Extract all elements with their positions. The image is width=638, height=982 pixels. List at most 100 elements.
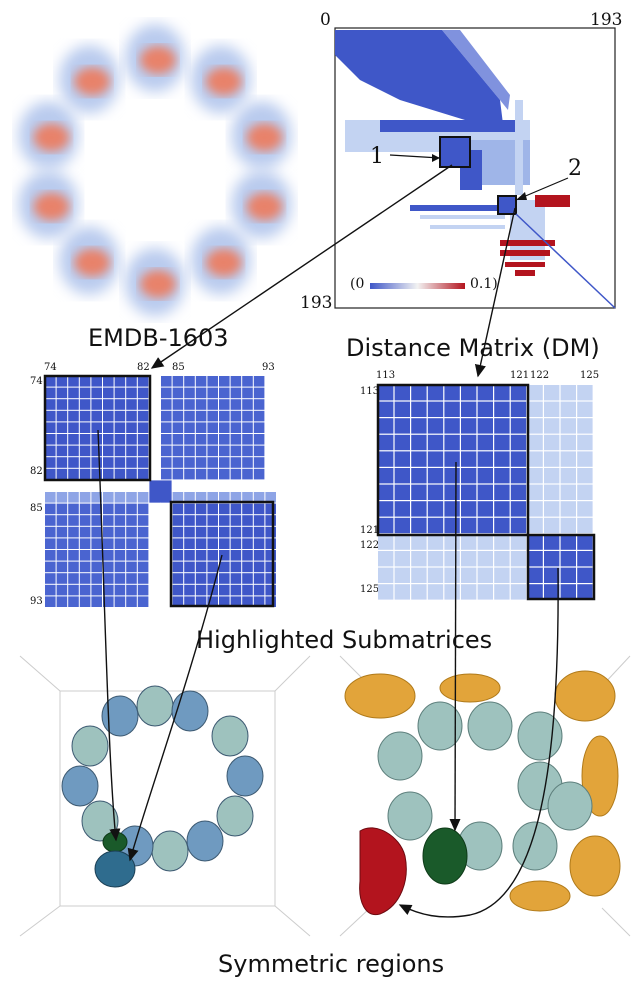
sub-left-cell — [242, 538, 253, 549]
sub-right-cell — [527, 434, 543, 451]
sub-left-cell — [56, 434, 68, 445]
sub-left-cell — [172, 573, 184, 584]
sub-right-cell — [444, 501, 460, 517]
sub-left-cell — [230, 538, 242, 549]
sub-right-box-b — [526, 533, 596, 601]
sub-left-cell — [126, 468, 137, 480]
render-right-scene — [339, 655, 631, 937]
sub-right-cell — [444, 434, 460, 451]
sub-right-cell — [544, 434, 560, 451]
sub-left-cell — [242, 515, 253, 526]
sub-left-cell — [219, 457, 230, 468]
protein-subunit — [467, 701, 513, 751]
protein-subunit — [136, 685, 174, 727]
sub-right-cell — [378, 534, 394, 550]
sub-left-cell — [114, 457, 126, 468]
sub-left-cell — [103, 596, 114, 607]
sub-left-cell — [219, 550, 230, 561]
symmetric-region-gold — [569, 835, 621, 897]
sub-left-cell — [68, 526, 79, 538]
sub-left-cell — [161, 376, 172, 387]
sub-left-cell — [265, 492, 276, 503]
sub-left-cell — [91, 492, 102, 503]
sub-right-cell — [577, 484, 593, 500]
sub-left-cell — [56, 492, 68, 503]
symmetric-region-gold — [581, 735, 619, 817]
sub-right-cell — [411, 551, 427, 567]
sub-right-cell — [461, 434, 477, 451]
sub-left-cell — [79, 550, 91, 561]
dm-region-red-3 — [500, 250, 550, 256]
sub-left-cell — [242, 422, 253, 433]
sub-right-cell — [461, 385, 477, 401]
sub-right-cell — [577, 418, 593, 434]
sub-right-cell — [560, 584, 576, 600]
sub-left-cell — [195, 434, 207, 445]
caption-sub: Highlighted Submatrices — [196, 626, 493, 654]
sub-left-cell — [68, 422, 79, 433]
protein-subunit-green — [102, 831, 128, 853]
sub-right-cell — [560, 534, 576, 550]
sub-left-cell — [219, 422, 230, 433]
caption-sym: Symmetric regions — [218, 950, 445, 978]
sub-left-cell — [207, 503, 218, 515]
protein-subunit — [547, 781, 593, 831]
sub-right-cell — [510, 551, 527, 567]
sub-left-cell — [230, 526, 242, 538]
sub-left-cell — [45, 492, 56, 503]
sub-right-cell — [394, 517, 410, 534]
sub-left-cell — [56, 376, 68, 387]
sub-left-cell — [56, 538, 68, 549]
sub-left-cell — [91, 550, 102, 561]
sub-left-cell — [56, 561, 68, 573]
protein-subunit — [517, 711, 563, 761]
protein-subunit — [417, 701, 463, 751]
sub-left-cell — [79, 573, 91, 584]
submatrix-right: 113 121 122 125 113 121 122 125 — [340, 368, 638, 608]
sub-left-cell — [45, 468, 56, 480]
sub-left-cell — [242, 596, 253, 607]
sub-right-cell — [411, 584, 427, 600]
sub-right-cell — [477, 484, 493, 500]
sub-right-cell — [494, 451, 510, 467]
sub-right-cell — [577, 567, 593, 583]
sub-left-cell — [137, 515, 149, 526]
sub-left-cell — [56, 503, 68, 515]
sub-right-cell — [394, 567, 410, 583]
sub-right-cell — [394, 385, 410, 401]
sub-left-cell — [103, 376, 114, 387]
sub-left-cell — [126, 387, 137, 399]
sub-right-cell — [577, 434, 593, 451]
sub-left-cell — [126, 410, 137, 422]
sub-left-cell — [265, 573, 276, 584]
sub-left-cell — [195, 573, 207, 584]
sub-left-cell — [56, 526, 68, 538]
sub-left-cell — [68, 434, 79, 445]
dm-region-stripe — [442, 30, 510, 110]
sub-left-cell — [253, 399, 265, 410]
sub-left-cell — [68, 550, 79, 561]
sub-right-cell — [427, 418, 444, 434]
sub-right-cell — [461, 567, 477, 583]
sub-left-cell — [207, 410, 218, 422]
sub-left-cell — [126, 376, 137, 387]
sub-left-cell — [230, 515, 242, 526]
sub-right-cell — [527, 534, 543, 550]
sub-right-cell — [411, 468, 427, 484]
density-lobe-core — [74, 67, 111, 96]
sub-left-cell — [56, 399, 68, 410]
sub-left-cell — [114, 422, 126, 433]
sub-left-cell — [253, 492, 265, 503]
sub-left-cell — [68, 596, 79, 607]
sub-right-cell — [560, 517, 576, 534]
sub-left-cell — [126, 492, 137, 503]
sub-left-cell — [137, 410, 149, 422]
protein-subunit — [186, 820, 224, 862]
sub-right-cell — [477, 418, 493, 434]
sub-left-cell — [184, 573, 195, 584]
sub-right-cell — [378, 434, 394, 451]
sub-right-cell — [394, 551, 410, 567]
sub-right-cell — [527, 517, 543, 534]
sub-left-cell — [253, 526, 265, 538]
protein-subunit — [171, 690, 209, 732]
